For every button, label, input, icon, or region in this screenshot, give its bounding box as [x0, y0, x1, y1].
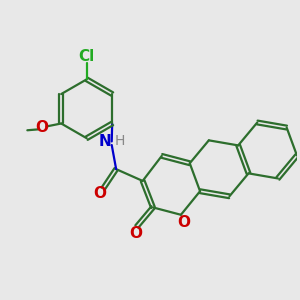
Text: O: O	[36, 120, 49, 135]
Text: O: O	[129, 226, 142, 241]
Text: H: H	[115, 134, 125, 148]
Text: Cl: Cl	[78, 49, 94, 64]
Text: N: N	[99, 134, 112, 149]
Text: O: O	[94, 186, 106, 201]
Text: O: O	[177, 214, 190, 230]
